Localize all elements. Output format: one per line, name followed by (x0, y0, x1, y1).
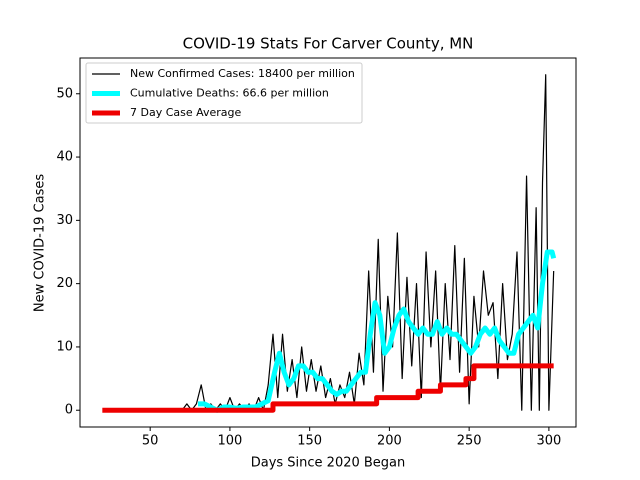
y-tick-label: 50 (56, 86, 73, 101)
legend: New Confirmed Cases: 18400 per million Cu… (85, 62, 363, 124)
plot-frame (79, 57, 577, 428)
x-tick-label: 300 (536, 434, 561, 449)
y-tick-label: 30 (56, 213, 73, 228)
y-tick-label: 20 (56, 276, 73, 291)
x-tick-label: 200 (377, 434, 402, 449)
legend-label: 7 Day Case Average (130, 106, 242, 119)
data-line (102, 363, 554, 413)
chart-title: COVID-19 Stats For Carver County, MN (183, 35, 474, 53)
x-tick-label: 250 (457, 434, 482, 449)
y-tick-label: 0 (65, 403, 73, 418)
y-tick-label: 40 (56, 150, 73, 165)
x-tick-label: 150 (297, 434, 322, 449)
legend-label: New Confirmed Cases: 18400 per million (130, 67, 355, 80)
y-axis-label: New COVID-19 Cases (33, 174, 48, 312)
x-axis-label: Days Since 2020 Began (251, 456, 406, 471)
y-tick-label: 10 (56, 339, 73, 354)
legend-box (85, 62, 363, 124)
x-tick-label: 100 (218, 434, 243, 449)
data-line (198, 249, 557, 413)
x-tick-label: 50 (142, 434, 159, 449)
legend-label: Cumulative Deaths: 66.6 per million (130, 87, 329, 100)
